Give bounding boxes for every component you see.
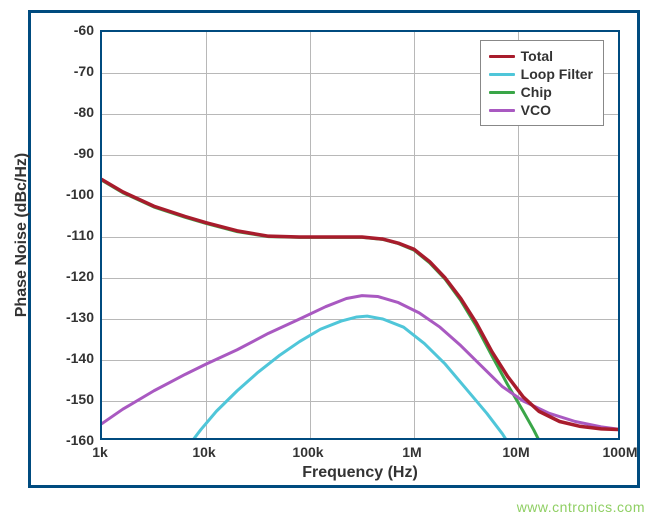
series-total [102,180,620,430]
y-tick-label: -80 [74,104,94,120]
series-vco [102,296,620,430]
legend-swatch [489,109,515,112]
legend-item: Loop Filter [489,65,593,83]
x-tick-label: 100M [600,444,640,460]
y-axis-label: Phase Noise (dBc/Hz) [13,153,31,317]
y-tick-label: -150 [66,391,94,407]
legend-item: VCO [489,101,593,119]
x-tick-label: 100k [288,444,328,460]
y-tick-label: -90 [74,145,94,161]
x-tick-label: 1k [80,444,120,460]
y-tick-label: -110 [67,227,94,243]
x-tick-label: 10M [496,444,536,460]
x-tick-label: 10k [184,444,224,460]
y-tick-label: -60 [74,22,94,38]
legend-swatch [489,73,515,76]
legend-swatch [489,55,515,58]
x-tick-label: 1M [392,444,432,460]
legend-label: Loop Filter [521,65,593,83]
x-axis-label: Frequency (Hz) [280,464,440,482]
y-tick-label: -140 [66,350,94,366]
legend-item: Total [489,47,593,65]
legend-swatch [489,91,515,94]
series-loop-filter [185,316,513,440]
y-tick-label: -120 [66,268,94,284]
legend-item: Chip [489,83,593,101]
legend-label: Total [521,47,553,65]
y-tick-label: -70 [74,63,94,79]
y-tick-label: -130 [66,309,94,325]
watermark: www.cntronics.com [517,499,645,515]
legend: TotalLoop FilterChipVCO [480,40,604,126]
legend-label: Chip [521,83,552,101]
y-tick-label: -100 [66,186,94,202]
legend-label: VCO [521,101,551,119]
